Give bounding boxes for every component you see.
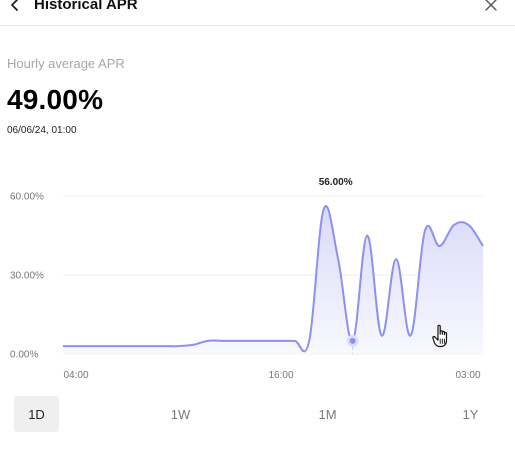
range-tab-1w-label: 1W xyxy=(170,406,191,422)
y-tick-2: 60.00% xyxy=(10,192,44,203)
apr-chart[interactable]: 56.00% 0.00% 30.00% 60.00% 04:00 16:00 0… xyxy=(0,160,515,390)
close-button[interactable] xyxy=(480,0,502,16)
x-tick-2: 03:00 xyxy=(455,370,480,381)
apr-chart-svg[interactable]: 56.00% 0.00% 30.00% 60.00% 04:00 16:00 0… xyxy=(0,160,515,390)
range-tab-1d[interactable]: 1D xyxy=(14,396,59,432)
pointer-hand-icon xyxy=(432,324,448,348)
apr-timestamp: 06/06/24, 01:00 xyxy=(7,125,77,136)
range-tab-1w[interactable]: 1W xyxy=(158,396,203,432)
y-tick-1: 30.00% xyxy=(10,271,44,282)
chevron-left-icon xyxy=(11,0,18,11)
apr-subtitle: Hourly average APR xyxy=(7,56,125,71)
apr-value: 49.00% xyxy=(7,84,104,115)
page-title: Historical APR xyxy=(34,0,138,13)
x-tick-1: 16:00 xyxy=(268,370,293,381)
range-tabs: 1D 1W 1M 1Y xyxy=(0,396,515,434)
header: Historical APR xyxy=(0,0,515,26)
apr-area xyxy=(63,206,483,354)
apr-line xyxy=(63,205,484,353)
range-tab-1y[interactable]: 1Y xyxy=(448,396,493,432)
peak-label: 56.00% xyxy=(319,177,353,188)
back-button[interactable] xyxy=(4,0,26,16)
x-tick-0: 04:00 xyxy=(63,370,88,381)
range-tab-1m[interactable]: 1M xyxy=(305,396,350,432)
range-tab-1m-label: 1M xyxy=(318,406,337,422)
range-tab-1y-label: 1Y xyxy=(462,406,479,422)
y-tick-0: 0.00% xyxy=(10,350,38,361)
selected-point xyxy=(346,334,359,347)
close-icon xyxy=(485,0,497,11)
range-tab-1d-label: 1D xyxy=(28,406,45,422)
